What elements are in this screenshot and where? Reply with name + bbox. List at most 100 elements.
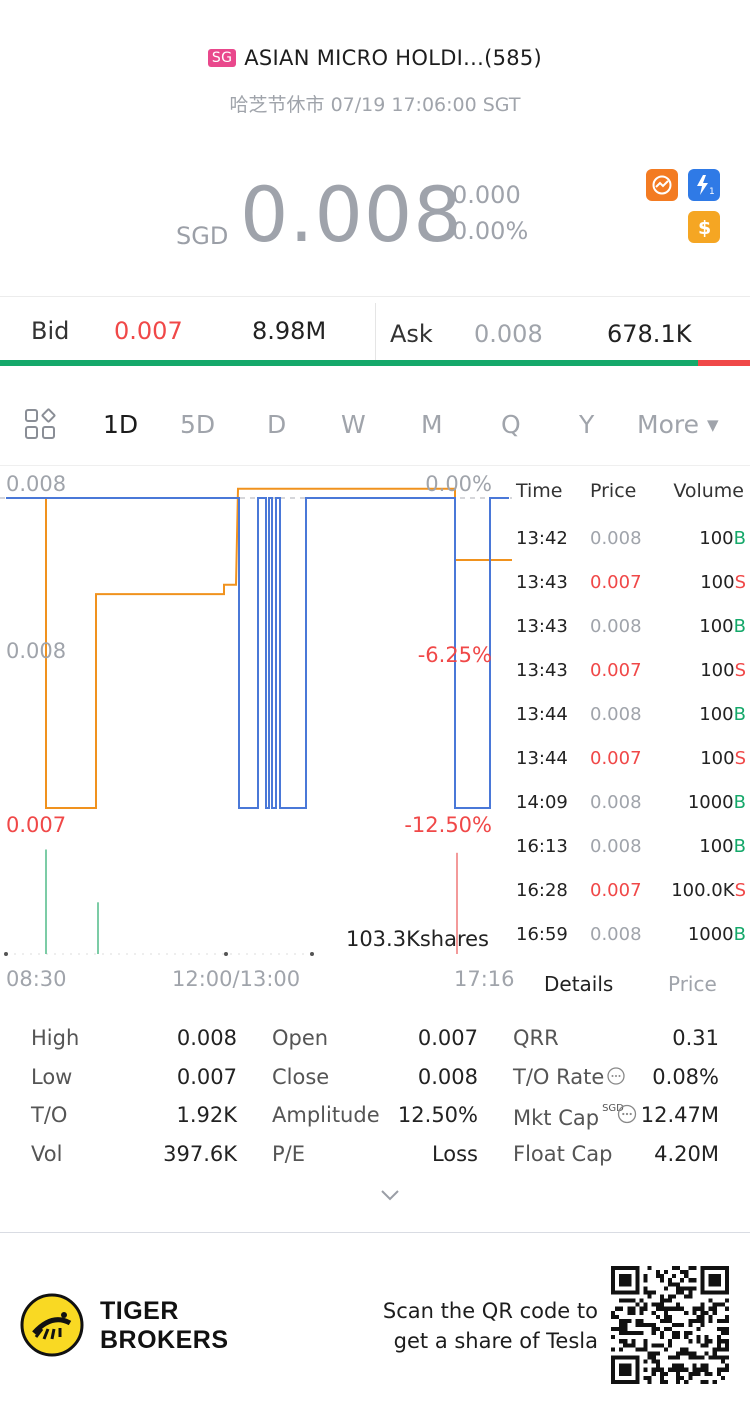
stat-amplitude-value: 12.50% xyxy=(397,1103,478,1127)
tab-m[interactable]: M xyxy=(421,410,443,439)
info-icon[interactable] xyxy=(607,1066,625,1085)
qr-module xyxy=(672,1306,677,1311)
tick-list[interactable]: Time Price Volume 13:42 0.008 100B 13:43 0.0… xyxy=(512,466,750,966)
stat-pe-label: P/E xyxy=(272,1142,306,1166)
qr-module xyxy=(667,1314,673,1319)
qr-module xyxy=(692,1286,697,1291)
qr-module xyxy=(623,1327,628,1332)
qr-module xyxy=(659,1298,664,1303)
qr-module xyxy=(651,1290,656,1295)
qr-module xyxy=(651,1343,656,1348)
stat-vol-value: 397.6K xyxy=(163,1142,237,1166)
qr-module xyxy=(619,1274,632,1287)
qr-module xyxy=(631,1343,636,1348)
qr-module xyxy=(680,1286,685,1291)
tab-details[interactable]: Details xyxy=(544,972,614,996)
expand-chevron-icon[interactable] xyxy=(378,1186,402,1204)
qr-module xyxy=(643,1278,648,1283)
tick-volume-value: 1000 xyxy=(687,792,734,813)
qr-module xyxy=(651,1302,656,1307)
qr-module xyxy=(639,1347,644,1352)
qr-module xyxy=(680,1278,685,1283)
qr-module xyxy=(716,1371,721,1376)
qr-module xyxy=(611,1310,616,1315)
qr-module xyxy=(676,1282,681,1287)
qr-module xyxy=(655,1270,660,1275)
layout-grid-icon[interactable] xyxy=(24,408,56,440)
qr-module xyxy=(667,1306,673,1311)
tab-y[interactable]: Y xyxy=(579,410,595,439)
tick-price: 0.008 xyxy=(590,836,642,857)
tick-price: 0.007 xyxy=(590,660,642,681)
tick-row: 13:43 0.008 100B xyxy=(512,616,750,660)
tick-volume-value: 1000 xyxy=(687,924,734,945)
qr-module xyxy=(627,1331,632,1336)
qr-module xyxy=(659,1375,664,1380)
price-change: 0.000 xyxy=(452,181,521,209)
qr-module xyxy=(696,1306,701,1311)
tab-1d[interactable]: 1D xyxy=(103,410,139,439)
tab-d[interactable]: D xyxy=(267,410,287,439)
ask-size: 678.1K xyxy=(607,320,692,348)
tick-side: B xyxy=(733,924,746,945)
qr-module xyxy=(623,1331,628,1336)
tab-price[interactable]: Price xyxy=(668,972,717,996)
tick-panel-tabs: Details Price xyxy=(512,966,750,1006)
qr-module xyxy=(688,1294,693,1299)
qr-module xyxy=(688,1266,693,1271)
qr-module xyxy=(720,1359,725,1364)
qr-module xyxy=(655,1359,660,1364)
qr-module xyxy=(667,1339,673,1344)
qr-module xyxy=(659,1278,664,1283)
y-label-top-pct: 0.00% xyxy=(425,472,492,496)
brand-line2: BROKERS xyxy=(100,1326,229,1354)
lightning-level1-icon[interactable]: 1 xyxy=(688,169,720,201)
qr-module xyxy=(696,1314,701,1319)
svg-text:$: $ xyxy=(698,217,711,239)
stat-low-value: 0.007 xyxy=(176,1065,237,1089)
qr-module xyxy=(684,1367,689,1372)
tick-side: S xyxy=(734,660,746,681)
qr-module xyxy=(688,1322,693,1328)
qr-module xyxy=(700,1367,705,1372)
qr-module xyxy=(676,1351,681,1356)
tab-q[interactable]: Q xyxy=(501,410,521,439)
qr-module xyxy=(704,1310,709,1315)
tick-header-volume: Volume xyxy=(673,480,744,502)
qr-module xyxy=(623,1339,628,1344)
tick-time: 13:43 xyxy=(516,572,568,593)
qr-module xyxy=(680,1363,685,1368)
qr-module xyxy=(724,1363,729,1368)
intraday-chart[interactable]: 0.008 0.008 0.007 0.00% -6.25% -12.50% 1… xyxy=(0,466,516,996)
tab-more[interactable]: More ▼ xyxy=(637,410,718,439)
tab-5d[interactable]: 5D xyxy=(180,410,216,439)
baseline-dot xyxy=(310,952,314,956)
qr-module xyxy=(700,1355,705,1360)
qr-module xyxy=(672,1355,677,1360)
qr-module xyxy=(684,1310,689,1315)
qr-module xyxy=(611,1327,616,1332)
qr-module xyxy=(647,1290,652,1295)
dollar-icon[interactable]: $ xyxy=(688,211,720,243)
qr-module xyxy=(680,1367,685,1372)
chevron-down-icon: ▼ xyxy=(706,416,719,434)
baseline-dot xyxy=(4,952,8,956)
qr-module xyxy=(619,1331,624,1336)
qr-module xyxy=(639,1322,644,1328)
qr-module xyxy=(655,1327,660,1332)
stat-open-value: 0.007 xyxy=(417,1026,478,1050)
scan-line1: Scan the QR code to xyxy=(382,1299,598,1323)
qr-module xyxy=(611,1314,616,1319)
last-price: 0.008 xyxy=(240,170,463,259)
chart-refresh-icon[interactable] xyxy=(646,169,678,201)
qr-module xyxy=(663,1371,668,1376)
qr-module xyxy=(724,1298,729,1303)
tab-w[interactable]: W xyxy=(341,410,366,439)
qr-module xyxy=(643,1306,648,1311)
qr-module xyxy=(700,1318,705,1323)
qr-module xyxy=(643,1343,648,1348)
qr-module xyxy=(643,1290,648,1295)
tick-side: S xyxy=(734,572,746,593)
qr-module xyxy=(663,1327,668,1332)
info-icon[interactable] xyxy=(617,1104,637,1124)
